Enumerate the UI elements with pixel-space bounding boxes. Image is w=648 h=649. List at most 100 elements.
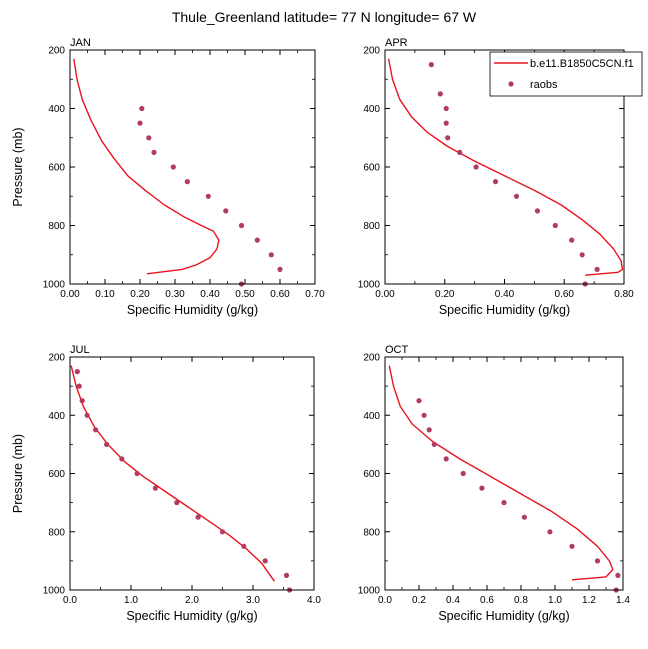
obs-point-jan-4 <box>170 164 176 170</box>
ytick-label-jan-3: 800 <box>48 221 65 232</box>
obs-point-jul-2 <box>79 398 85 404</box>
obs-point-jul-5 <box>104 441 110 447</box>
ytick-label-oct-1: 400 <box>363 411 380 422</box>
ytick-label-oct-2: 600 <box>363 469 380 480</box>
obs-point-oct-3 <box>431 441 437 447</box>
model-line-jan <box>73 58 220 275</box>
obs-point-jul-9 <box>174 500 180 506</box>
xtick-label-jan-6: 0.60 <box>270 289 290 300</box>
obs-point-apr-8 <box>513 193 520 199</box>
xtick-label-jan-0: 0.00 <box>60 289 80 300</box>
ytick-label-oct-3: 800 <box>363 527 380 538</box>
xtick-label-apr-3: 0.60 <box>555 289 575 300</box>
ytick-label-oct-0: 200 <box>363 353 380 364</box>
xaxis-label-jan: Specific Humidity (g/kg) <box>127 303 258 317</box>
obs-point-oct-1 <box>421 412 427 418</box>
obs-point-jan-11 <box>277 266 283 272</box>
obs-point-jul-1 <box>76 383 82 389</box>
panel-label-jan: JAN <box>70 37 91 49</box>
obs-point-oct-8 <box>521 514 528 520</box>
plot-frame-jul <box>69 356 315 591</box>
panel-label-apr: APR <box>385 37 408 49</box>
panels: 0.00 0.10 0.20 0.30 0.40 0.50 0.60 0.70 200 400 60… <box>11 37 634 623</box>
obs-point-jul-14 <box>283 572 290 579</box>
obs-point-apr-6 <box>473 164 479 170</box>
obs-point-apr-0 <box>428 62 434 68</box>
xtick-label-apr-0: 0.00 <box>375 289 395 300</box>
ytick-label-jul-4: 1000 <box>43 586 66 597</box>
obs-point-jul-12 <box>241 543 247 549</box>
xtick-label-jul-3: 3.0 <box>246 595 260 606</box>
xaxis-label-oct: Specific Humidity (g/kg) <box>438 609 569 623</box>
legend: b.e11.B1850C5CN.f1 raobs <box>489 51 643 97</box>
ytick-label-oct-4: 1000 <box>358 586 381 597</box>
model-line-apr <box>387 58 624 276</box>
xtick-label-jan-5: 0.50 <box>235 289 255 300</box>
legend-obs-label: raobs <box>530 79 558 91</box>
obs-point-apr-13 <box>594 266 600 272</box>
obs-point-oct-9 <box>547 529 553 535</box>
xtick-label-jul-1: 1.0 <box>124 595 138 606</box>
model-line-jul <box>70 365 275 582</box>
xtick-label-oct-4: 0.8 <box>514 595 528 606</box>
xtick-label-oct-2: 0.4 <box>446 595 460 606</box>
obs-point-jul-6 <box>119 456 125 462</box>
xtick-label-jul-2: 2.0 <box>185 595 199 606</box>
obs-point-oct-4 <box>443 456 449 462</box>
obs-point-apr-5 <box>457 149 463 155</box>
ytick-label-jul-0: 200 <box>48 353 65 364</box>
xtick-label-jan-4: 0.40 <box>200 289 220 300</box>
obs-point-jan-5 <box>184 179 190 185</box>
obs-point-jul-13 <box>262 558 268 564</box>
obs-point-apr-2 <box>443 105 449 112</box>
model-line-oct <box>388 365 614 581</box>
xaxis-label-jul: Specific Humidity (g/kg) <box>126 609 257 623</box>
ytick-label-jan-4: 1000 <box>43 280 66 291</box>
panel-label-oct: OCT <box>385 344 409 356</box>
xtick-label-oct-1: 0.2 <box>412 595 426 606</box>
xtick-label-apr-2: 0.40 <box>495 289 515 300</box>
obs-point-jan-7 <box>223 208 229 214</box>
panel-jan: 0.00 0.10 0.20 0.30 0.40 0.50 0.60 0.70 200 400 60… <box>11 37 325 317</box>
yaxis-label-jul: Pressure (mb) <box>11 434 25 513</box>
panel-label-jul: JUL <box>70 344 90 356</box>
obs-point-jul-10 <box>195 514 201 520</box>
obs-point-jul-0 <box>74 369 80 375</box>
panel-apr: 0.00 0.20 0.40 0.60 0.80 200 400 600 800 1000 APR S… <box>358 37 634 317</box>
obs-point-apr-9 <box>534 208 541 214</box>
obs-point-oct-0 <box>416 398 422 404</box>
xtick-label-oct-3: 0.6 <box>480 595 494 606</box>
xtick-label-oct-5: 1.0 <box>548 595 562 606</box>
obs-point-oct-5 <box>460 470 466 477</box>
plot-frame-jan <box>69 49 316 285</box>
legend-model-label: b.e11.B1850C5CN.f1 <box>530 58 634 70</box>
obs-point-oct-6 <box>479 485 485 491</box>
obs-point-jan-9 <box>254 237 260 243</box>
figure-title: Thule_Greenland latitude= 77 N longitude… <box>172 9 477 25</box>
xtick-label-jan-2: 0.20 <box>130 289 150 300</box>
ytick-label-apr-0: 200 <box>363 46 380 57</box>
ytick-label-jan-0: 200 <box>48 46 65 57</box>
obs-point-jul-4 <box>93 427 99 433</box>
xtick-label-jul-0: 0.0 <box>63 595 77 606</box>
ytick-label-apr-1: 400 <box>363 104 380 115</box>
obs-point-apr-11 <box>569 237 575 243</box>
obs-point-apr-12 <box>579 252 585 258</box>
obs-point-oct-11 <box>594 558 601 564</box>
xtick-label-apr-4: 0.80 <box>614 289 634 300</box>
ytick-label-jan-2: 600 <box>48 163 65 174</box>
ytick-label-jan-1: 400 <box>48 104 65 115</box>
ytick-label-apr-2: 600 <box>363 163 380 174</box>
xtick-label-jan-7: 0.70 <box>305 289 325 300</box>
obs-point-jan-3 <box>151 149 157 155</box>
obs-point-jul-8 <box>152 485 158 491</box>
obs-point-oct-12 <box>615 572 621 579</box>
obs-point-jul-11 <box>219 529 226 535</box>
obs-point-jan-1 <box>137 120 143 126</box>
obs-point-apr-4 <box>445 135 451 141</box>
xtick-label-oct-6: 1.2 <box>582 595 596 606</box>
legend-box <box>489 51 643 97</box>
obs-point-oct-10 <box>569 543 575 549</box>
obs-point-apr-1 <box>437 91 443 97</box>
